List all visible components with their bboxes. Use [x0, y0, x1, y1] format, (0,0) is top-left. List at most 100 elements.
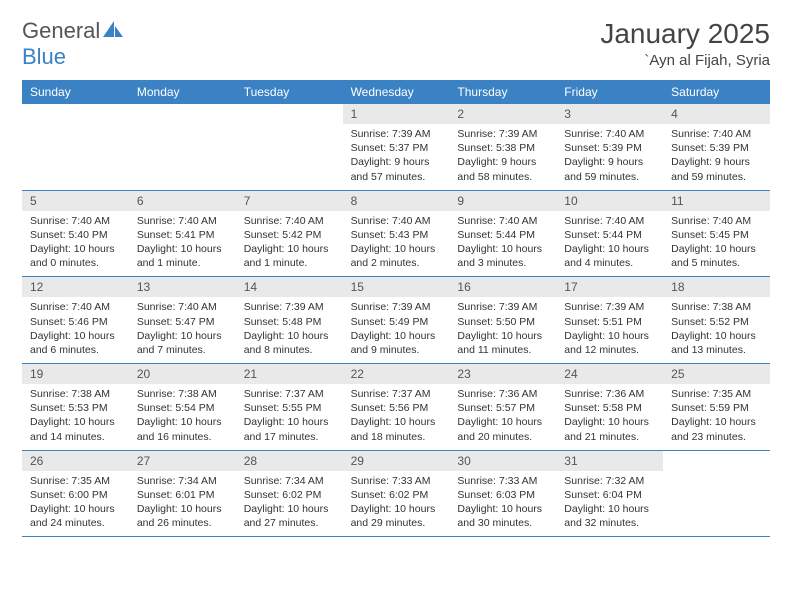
day-number: 31: [556, 451, 663, 471]
day-info: Sunrise: 7:35 AMSunset: 6:00 PMDaylight:…: [22, 471, 129, 537]
day-number: 8: [343, 191, 450, 211]
day-info: Sunrise: 7:35 AMSunset: 5:59 PMDaylight:…: [663, 384, 770, 450]
day-cell: 16Sunrise: 7:39 AMSunset: 5:50 PMDayligh…: [449, 277, 556, 363]
day-header: Tuesday: [236, 80, 343, 104]
day-info: Sunrise: 7:40 AMSunset: 5:40 PMDaylight:…: [22, 211, 129, 277]
day-number: 3: [556, 104, 663, 124]
day-number: 14: [236, 277, 343, 297]
day-info: Sunrise: 7:39 AMSunset: 5:51 PMDaylight:…: [556, 297, 663, 363]
day-cell: 1Sunrise: 7:39 AMSunset: 5:37 PMDaylight…: [343, 104, 450, 190]
day-number: 6: [129, 191, 236, 211]
day-cell: 9Sunrise: 7:40 AMSunset: 5:44 PMDaylight…: [449, 191, 556, 277]
day-cell: 7Sunrise: 7:40 AMSunset: 5:42 PMDaylight…: [236, 191, 343, 277]
day-info: Sunrise: 7:37 AMSunset: 5:56 PMDaylight:…: [343, 384, 450, 450]
logo-sail-icon: [102, 18, 124, 44]
day-number: 22: [343, 364, 450, 384]
day-cell: 14Sunrise: 7:39 AMSunset: 5:48 PMDayligh…: [236, 277, 343, 363]
day-number: 13: [129, 277, 236, 297]
day-header: Sunday: [22, 80, 129, 104]
day-info: Sunrise: 7:33 AMSunset: 6:02 PMDaylight:…: [343, 471, 450, 537]
day-cell: 24Sunrise: 7:36 AMSunset: 5:58 PMDayligh…: [556, 364, 663, 450]
calendar: SundayMondayTuesdayWednesdayThursdayFrid…: [22, 80, 770, 537]
day-info: Sunrise: 7:40 AMSunset: 5:39 PMDaylight:…: [663, 124, 770, 190]
logo-text: GeneralBlue: [22, 18, 124, 70]
day-info: Sunrise: 7:40 AMSunset: 5:47 PMDaylight:…: [129, 297, 236, 363]
day-number: 7: [236, 191, 343, 211]
day-info: Sunrise: 7:39 AMSunset: 5:48 PMDaylight:…: [236, 297, 343, 363]
day-number: 29: [343, 451, 450, 471]
day-number: 25: [663, 364, 770, 384]
header: GeneralBlue January 2025 `Ayn al Fijah, …: [22, 18, 770, 70]
day-number: 23: [449, 364, 556, 384]
day-number: 10: [556, 191, 663, 211]
day-cell: 12Sunrise: 7:40 AMSunset: 5:46 PMDayligh…: [22, 277, 129, 363]
logo-part2: Blue: [22, 44, 66, 69]
title-block: January 2025 `Ayn al Fijah, Syria: [600, 18, 770, 69]
day-number: 18: [663, 277, 770, 297]
day-number: 27: [129, 451, 236, 471]
day-info: Sunrise: 7:32 AMSunset: 6:04 PMDaylight:…: [556, 471, 663, 537]
day-info: Sunrise: 7:40 AMSunset: 5:44 PMDaylight:…: [449, 211, 556, 277]
day-number: 24: [556, 364, 663, 384]
day-cell: 28Sunrise: 7:34 AMSunset: 6:02 PMDayligh…: [236, 451, 343, 537]
day-cell: 31Sunrise: 7:32 AMSunset: 6:04 PMDayligh…: [556, 451, 663, 537]
week-row: 19Sunrise: 7:38 AMSunset: 5:53 PMDayligh…: [22, 364, 770, 451]
day-cell: 21Sunrise: 7:37 AMSunset: 5:55 PMDayligh…: [236, 364, 343, 450]
day-number: 9: [449, 191, 556, 211]
day-number: 17: [556, 277, 663, 297]
day-cell: 11Sunrise: 7:40 AMSunset: 5:45 PMDayligh…: [663, 191, 770, 277]
day-cell: [22, 104, 129, 190]
day-cell: 17Sunrise: 7:39 AMSunset: 5:51 PMDayligh…: [556, 277, 663, 363]
week-row: 1Sunrise: 7:39 AMSunset: 5:37 PMDaylight…: [22, 104, 770, 191]
day-info: Sunrise: 7:38 AMSunset: 5:53 PMDaylight:…: [22, 384, 129, 450]
day-cell: 3Sunrise: 7:40 AMSunset: 5:39 PMDaylight…: [556, 104, 663, 190]
day-cell: 22Sunrise: 7:37 AMSunset: 5:56 PMDayligh…: [343, 364, 450, 450]
day-header-row: SundayMondayTuesdayWednesdayThursdayFrid…: [22, 80, 770, 104]
day-header: Friday: [556, 80, 663, 104]
logo-part1: General: [22, 18, 100, 43]
day-number: 11: [663, 191, 770, 211]
day-number: 26: [22, 451, 129, 471]
day-info: Sunrise: 7:40 AMSunset: 5:42 PMDaylight:…: [236, 211, 343, 277]
day-info: Sunrise: 7:34 AMSunset: 6:01 PMDaylight:…: [129, 471, 236, 537]
day-cell: [236, 104, 343, 190]
day-cell: 30Sunrise: 7:33 AMSunset: 6:03 PMDayligh…: [449, 451, 556, 537]
day-number: 19: [22, 364, 129, 384]
day-info: Sunrise: 7:39 AMSunset: 5:38 PMDaylight:…: [449, 124, 556, 190]
week-row: 5Sunrise: 7:40 AMSunset: 5:40 PMDaylight…: [22, 191, 770, 278]
day-info: Sunrise: 7:40 AMSunset: 5:43 PMDaylight:…: [343, 211, 450, 277]
day-info: Sunrise: 7:36 AMSunset: 5:57 PMDaylight:…: [449, 384, 556, 450]
day-number: 1: [343, 104, 450, 124]
day-info: Sunrise: 7:33 AMSunset: 6:03 PMDaylight:…: [449, 471, 556, 537]
day-number: 5: [22, 191, 129, 211]
day-info: Sunrise: 7:38 AMSunset: 5:54 PMDaylight:…: [129, 384, 236, 450]
day-cell: 2Sunrise: 7:39 AMSunset: 5:38 PMDaylight…: [449, 104, 556, 190]
day-cell: 18Sunrise: 7:38 AMSunset: 5:52 PMDayligh…: [663, 277, 770, 363]
day-cell: 8Sunrise: 7:40 AMSunset: 5:43 PMDaylight…: [343, 191, 450, 277]
week-row: 26Sunrise: 7:35 AMSunset: 6:00 PMDayligh…: [22, 451, 770, 538]
day-cell: 25Sunrise: 7:35 AMSunset: 5:59 PMDayligh…: [663, 364, 770, 450]
month-title: January 2025: [600, 18, 770, 50]
day-info: Sunrise: 7:39 AMSunset: 5:37 PMDaylight:…: [343, 124, 450, 190]
day-number: 4: [663, 104, 770, 124]
day-number: 20: [129, 364, 236, 384]
day-info: Sunrise: 7:40 AMSunset: 5:41 PMDaylight:…: [129, 211, 236, 277]
day-info: Sunrise: 7:40 AMSunset: 5:44 PMDaylight:…: [556, 211, 663, 277]
day-number: 28: [236, 451, 343, 471]
day-header: Thursday: [449, 80, 556, 104]
day-info: Sunrise: 7:38 AMSunset: 5:52 PMDaylight:…: [663, 297, 770, 363]
day-header: Wednesday: [343, 80, 450, 104]
day-info: Sunrise: 7:39 AMSunset: 5:50 PMDaylight:…: [449, 297, 556, 363]
day-cell: [663, 451, 770, 537]
day-number: 21: [236, 364, 343, 384]
day-info: Sunrise: 7:39 AMSunset: 5:49 PMDaylight:…: [343, 297, 450, 363]
day-info: Sunrise: 7:40 AMSunset: 5:39 PMDaylight:…: [556, 124, 663, 190]
day-cell: [129, 104, 236, 190]
day-info: Sunrise: 7:37 AMSunset: 5:55 PMDaylight:…: [236, 384, 343, 450]
day-cell: 27Sunrise: 7:34 AMSunset: 6:01 PMDayligh…: [129, 451, 236, 537]
day-number: 12: [22, 277, 129, 297]
location: `Ayn al Fijah, Syria: [600, 52, 770, 69]
week-row: 12Sunrise: 7:40 AMSunset: 5:46 PMDayligh…: [22, 277, 770, 364]
day-cell: 13Sunrise: 7:40 AMSunset: 5:47 PMDayligh…: [129, 277, 236, 363]
day-header: Monday: [129, 80, 236, 104]
